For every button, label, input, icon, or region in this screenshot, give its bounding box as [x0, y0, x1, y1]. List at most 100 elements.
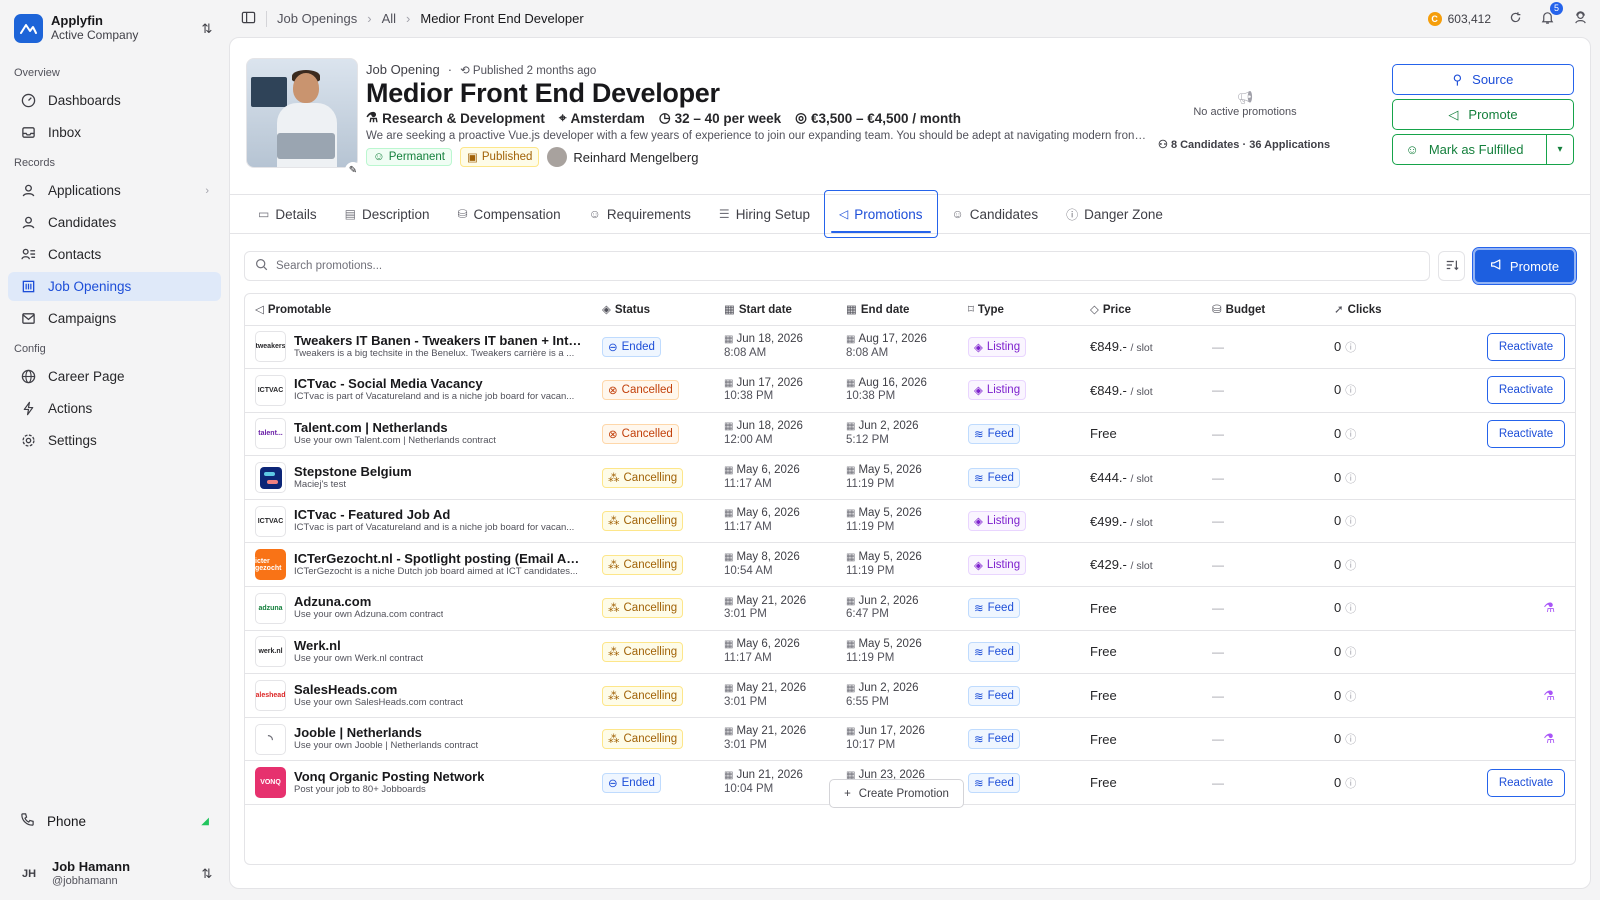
tab-compensation[interactable]: ⛁ Compensation: [443, 195, 574, 233]
sidebar-item-career-page[interactable]: Career Page: [8, 362, 221, 391]
sort-button[interactable]: [1438, 251, 1465, 281]
end-time: 5:12 PM: [846, 433, 889, 446]
table-row[interactable]: talent... Talent.com | Netherlands Use y…: [245, 412, 1575, 457]
promotable-description: Use your own Werk.nl contract: [294, 653, 424, 664]
published-meta: ⟲ Published 2 months ago: [460, 63, 596, 77]
tab-promotions[interactable]: ◁ Promotions: [823, 190, 938, 238]
info-icon[interactable]: ⓘ: [1345, 472, 1357, 485]
switch-arrows-icon[interactable]: ⇅: [201, 866, 213, 881]
info-icon[interactable]: ⓘ: [1345, 341, 1357, 354]
tab-candidates[interactable]: ☺ Candidates: [938, 195, 1053, 233]
info-icon[interactable]: ⓘ: [1345, 646, 1357, 659]
candidates-count[interactable]: 8 Candidates: [1170, 139, 1240, 151]
sidebar-item-applications[interactable]: Applications ›: [8, 176, 221, 205]
table-row[interactable]: icter gezocht ICTerGezocht.nl - Spotligh…: [245, 542, 1575, 588]
sidebar-item-job-openings[interactable]: Job Openings: [8, 272, 221, 301]
column-price[interactable]: ◇ Price: [1080, 294, 1202, 326]
column-end-date[interactable]: ▦ End date: [836, 294, 958, 326]
table-row[interactable]: ICTVAC ICTvac - Featured Job Ad ICTvac i…: [245, 499, 1575, 544]
tab-description[interactable]: ▤ Description: [331, 195, 444, 233]
reactivate-button[interactable]: Reactivate: [1487, 376, 1565, 405]
info-icon[interactable]: ⓘ: [1345, 690, 1357, 703]
company-switcher[interactable]: Applyfin Active Company ⇅: [8, 0, 221, 57]
promote-button[interactable]: Promote: [1472, 247, 1577, 285]
table-row[interactable]: VONQ Vonq Organic Posting Network Post y…: [245, 760, 1575, 806]
type-label: Listing: [986, 515, 1021, 528]
table-row[interactable]: adzuna Adzuna.com Use your own Adzuna.co…: [245, 586, 1575, 631]
flask-icon[interactable]: ⚗: [1543, 731, 1555, 747]
sidebar-item-dashboards[interactable]: Dashboards: [8, 86, 221, 115]
sidebar-item-label: Dashboards: [48, 93, 121, 108]
table-row[interactable]: ◝ Jooble | Netherlands Use your own Joob…: [245, 717, 1575, 762]
flask-icon[interactable]: ⚗: [1543, 687, 1555, 703]
info-icon[interactable]: ⓘ: [1345, 603, 1357, 616]
sidebar-item-contacts[interactable]: Contacts: [8, 240, 221, 269]
column-budget[interactable]: ⛁ Budget: [1202, 294, 1324, 326]
info-icon[interactable]: ⓘ: [1345, 734, 1357, 747]
chevron-down-icon[interactable]: ▾: [1546, 135, 1573, 164]
notifications-button[interactable]: 5: [1540, 1, 1563, 28]
tab-details[interactable]: ▭ Details: [244, 195, 331, 233]
tab-danger-zone[interactable]: ⓘ Danger Zone: [1052, 195, 1177, 233]
type-label: Feed: [987, 602, 1014, 615]
table-row[interactable]: salesheads SalesHeads.com Use your own S…: [245, 673, 1575, 718]
refresh-icon[interactable]: [1509, 11, 1522, 27]
phone-status[interactable]: Phone ◢: [8, 806, 221, 836]
edit-photo-icon[interactable]: ✎: [345, 162, 361, 178]
switch-arrows-icon[interactable]: ⇅: [201, 20, 213, 36]
info-icon[interactable]: ⓘ: [1345, 385, 1357, 398]
sidebar-item-candidates[interactable]: Candidates: [8, 208, 221, 237]
bell-icon: [1540, 11, 1555, 28]
info-icon[interactable]: ⓘ: [1345, 516, 1357, 529]
table-row[interactable]: tweakers Tweakers IT Banen - Tweakers IT…: [245, 325, 1575, 370]
breadcrumb-job-openings[interactable]: Job Openings: [277, 11, 358, 26]
reactivate-button[interactable]: Reactivate: [1487, 419, 1565, 448]
table-row[interactable]: Stepstone Belgium Maciej's test ⁂ Cancell…: [245, 455, 1575, 500]
status-label: Cancelling: [623, 645, 678, 658]
calendar-icon: ▦: [724, 334, 734, 345]
info-icon[interactable]: ⓘ: [1345, 777, 1357, 790]
sidebar-item-inbox[interactable]: Inbox: [8, 118, 221, 147]
sidebar-item-settings[interactable]: Settings: [8, 426, 221, 455]
price-value: Free: [1090, 775, 1117, 791]
job-photo[interactable]: [246, 58, 358, 168]
source-button[interactable]: ⚲ Source: [1392, 64, 1574, 95]
breadcrumb-all[interactable]: All: [381, 11, 397, 26]
search-input[interactable]: Search promotions...: [244, 251, 1430, 281]
support-agent-icon[interactable]: [1573, 10, 1588, 28]
owner[interactable]: Reinhard Mengelberg: [547, 147, 698, 167]
sidebar-item-actions[interactable]: Actions: [8, 394, 221, 423]
flask-icon[interactable]: ⚗: [1543, 600, 1555, 616]
column-clicks[interactable]: ➚ Clicks: [1324, 294, 1446, 326]
sidebar-item-label: Job Openings: [48, 279, 132, 294]
board-logo: [255, 462, 286, 494]
reactivate-button[interactable]: Reactivate: [1487, 768, 1565, 797]
mark-fulfilled-button[interactable]: ☺ Mark as Fulfilled ▾: [1392, 134, 1574, 165]
promote-header-button[interactable]: ◁ Promote: [1392, 99, 1574, 130]
status-badge: ▣ Published: [460, 147, 540, 167]
column-promotable[interactable]: ◁ Promotable: [245, 294, 592, 326]
reactivate-button[interactable]: Reactivate: [1487, 332, 1565, 361]
column-start-date[interactable]: ▦ Start date: [714, 294, 836, 326]
start-date: ▦ May 21, 2026 3:01 PM: [724, 682, 826, 710]
info-icon[interactable]: ⓘ: [1345, 559, 1357, 572]
sidebar-toggle-icon[interactable]: [241, 10, 256, 28]
tab-hiring-setup[interactable]: ☰ Hiring Setup: [705, 195, 824, 233]
column-type[interactable]: ⌑ Type: [958, 294, 1080, 326]
budget: —: [1212, 426, 1224, 441]
credits-balance[interactable]: C 603,412: [1427, 11, 1491, 26]
column-status[interactable]: ◈ Status: [592, 294, 714, 326]
budget: —: [1212, 688, 1224, 703]
applications-count[interactable]: 36 Applications: [1249, 139, 1331, 151]
promotable-description: Maciej's test: [294, 479, 346, 490]
table-row[interactable]: ICTVAC ICTvac - Social Media Vacancy ICT…: [245, 368, 1575, 413]
column-label: Clicks: [1347, 304, 1382, 317]
tab-requirements[interactable]: ☺ Requirements: [575, 195, 705, 233]
department: ⚗ Research & Development: [366, 110, 545, 126]
table-row[interactable]: werk.nl Werk.nl Use your own Werk.nl con…: [245, 630, 1575, 675]
user-menu[interactable]: JH Job Hamann @jobhamann ⇅: [8, 848, 221, 900]
info-icon[interactable]: ⓘ: [1345, 428, 1357, 441]
sidebar-item-campaigns[interactable]: Campaigns: [8, 304, 221, 333]
calendar-icon: ▦: [846, 726, 856, 738]
create-promotion-button[interactable]: + Create Promotion: [829, 779, 964, 808]
